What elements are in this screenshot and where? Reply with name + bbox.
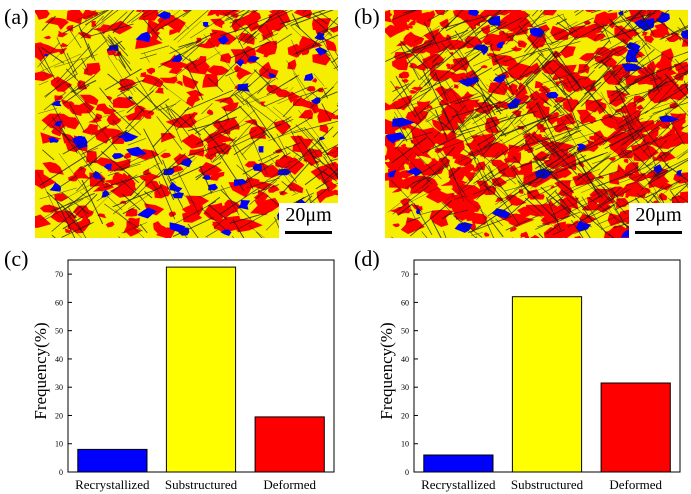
chart-c: 0 10 20 30 40 50 60 70 Frequency(%) Recrystallize… (0, 250, 345, 494)
x-tick-label: Recrystallized (421, 477, 496, 492)
scalebar-line-a (285, 231, 332, 234)
bar-substructured (511, 296, 583, 473)
bar-deformed (600, 382, 671, 473)
y-tick-label: 50 (55, 327, 63, 336)
grain-map-a (35, 10, 338, 238)
micrograph-b (385, 10, 688, 238)
bar-deformed (254, 416, 325, 473)
y-tick-label: 50 (401, 327, 409, 336)
y-tick-label: 60 (401, 298, 409, 307)
bar-recrystallized (77, 448, 148, 473)
x-tick-label: Substructured (511, 477, 584, 492)
y-tick-label: 0 (405, 468, 409, 477)
y-tick-label: 20 (401, 411, 409, 420)
y-axis-label: Frequency(%) (31, 322, 50, 419)
x-tick-label: Substructured (165, 477, 238, 492)
y-tick-label: 40 (55, 355, 63, 364)
chart-d-svg: 0 10 20 30 40 50 60 70 Frequency(%) Recrystallize… (377, 259, 681, 492)
chart-d: 0 10 20 30 40 50 60 70 Frequency(%) Recrystallize… (346, 250, 691, 494)
bar-recrystallized (423, 454, 494, 473)
y-tick-label: 10 (401, 440, 409, 449)
grain-map-b (385, 10, 688, 238)
scalebar-b: 20μm (629, 203, 688, 238)
y-tick-label: 30 (401, 383, 409, 392)
y-tick-label: 30 (55, 383, 63, 392)
chart-c-svg: 0 10 20 30 40 50 60 70 Frequency(%) Recrystallize… (31, 259, 335, 492)
scalebar-line-b (635, 231, 682, 234)
micrograph-a (35, 10, 338, 238)
panel-label-b: (b) (354, 4, 380, 29)
y-tick-label: 0 (59, 468, 63, 477)
y-tick-label: 20 (55, 411, 63, 420)
y-tick-label: 10 (55, 440, 63, 449)
y-tick-label: 70 (401, 270, 409, 279)
x-tick-label: Deformed (609, 477, 662, 492)
x-tick-label: Recrystallized (75, 477, 150, 492)
y-tick-label: 70 (55, 270, 63, 279)
scalebar-label-a: 20μm (285, 204, 332, 226)
y-tick-label: 60 (55, 298, 63, 307)
y-axis-label: Frequency(%) (377, 322, 396, 419)
panel-label-a: (a) (4, 4, 29, 29)
y-tick-label: 40 (401, 355, 409, 364)
panel-label-c: (c) (4, 246, 29, 271)
panel-label-d: (d) (354, 246, 380, 271)
scalebar-label-b: 20μm (635, 204, 682, 226)
x-tick-label: Deformed (263, 477, 316, 492)
bar-substructured (165, 266, 237, 473)
scalebar-a: 20μm (279, 203, 338, 238)
